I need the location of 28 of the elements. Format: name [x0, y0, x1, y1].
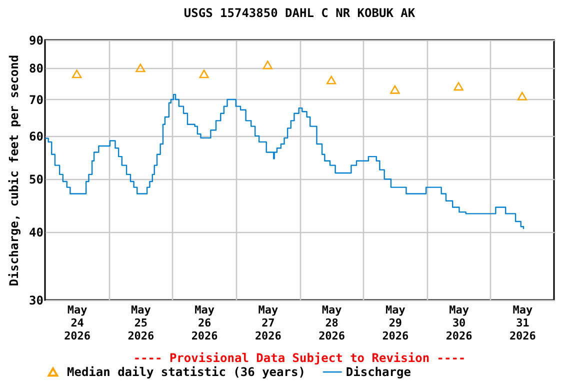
y-tick-label: 50 — [29, 172, 44, 187]
y-tick-label: 80 — [29, 61, 44, 76]
point — [390, 85, 400, 94]
x-tick-label: May 29 2026 — [382, 304, 410, 342]
point — [262, 60, 273, 70]
x-tick-label: May 27 2026 — [254, 304, 282, 342]
chart-title: USGS 15743850 DAHL C NR KOBUK AK — [184, 6, 416, 20]
x-tick-label: May 30 2026 — [446, 304, 473, 342]
point — [199, 70, 209, 78]
text: ---- Provisional Data Subject to Revision ---- — [133, 351, 466, 365]
legend-label: Discharge — [346, 365, 411, 379]
point — [136, 64, 146, 72]
point — [517, 92, 528, 100]
x-tick-label: May 25 2026 — [128, 304, 155, 342]
x-tick-label: May 28 2026 — [318, 304, 346, 342]
point — [454, 82, 464, 91]
y-tick-label: 40 — [29, 225, 44, 240]
point — [72, 70, 82, 78]
legend-label: Median daily statistic (36 years) — [67, 365, 306, 379]
x-tick-label: May 24 2026 — [64, 304, 91, 342]
x-tick-label: May 26 2026 — [191, 304, 218, 342]
y-tick-label: 30 — [29, 294, 44, 308]
y-tick-label: 90 — [29, 34, 44, 48]
y-axis-title: Discharge, cubic feet per second — [7, 54, 22, 286]
y-tick-label: 60 — [29, 129, 44, 144]
x-tick-label: May 31 2026 — [509, 304, 536, 342]
point — [326, 76, 336, 84]
y-tick-label: 70 — [29, 92, 44, 107]
